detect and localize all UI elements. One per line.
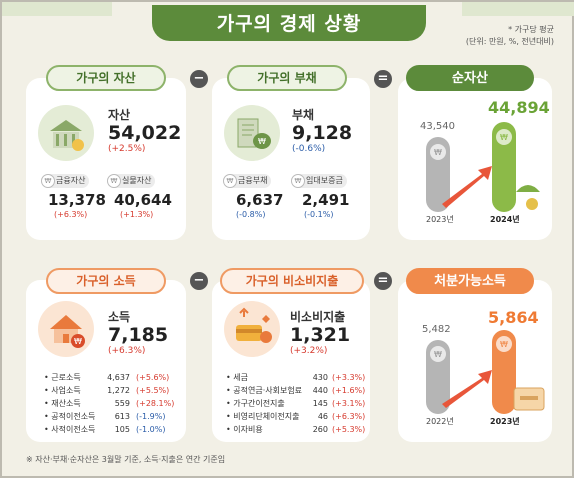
top-decoration-right xyxy=(462,2,574,16)
spending-value: 1,321 xyxy=(290,324,351,346)
growth-arrow xyxy=(442,370,492,408)
net-assets-card xyxy=(398,78,552,240)
deposit-debt-value: 2,491 xyxy=(302,191,350,209)
financial-debt-value: 6,637 xyxy=(236,191,284,209)
won-coin-icon xyxy=(496,129,512,145)
assets-label: 자산 xyxy=(108,108,131,122)
net-curr-year: 2024년 xyxy=(490,215,520,224)
net-curr-value: 44,894 xyxy=(488,98,550,117)
spending-heading: 가구의 비소비지출 xyxy=(220,268,364,294)
financial-debt-label: ₩ 금융부채 xyxy=(223,174,272,188)
net-prev-year: 2023년 xyxy=(426,215,454,224)
assets-heading: 가구의 자산 xyxy=(46,65,166,91)
real-assets-change: (+1.3%) xyxy=(120,210,154,219)
spending-icon xyxy=(224,301,280,357)
net-prev-value: 43,540 xyxy=(420,121,455,132)
svg-text:₩: ₩ xyxy=(258,137,266,146)
top-decoration-left xyxy=(2,2,112,16)
assets-value: 54,022 xyxy=(108,122,182,144)
disposable-income-card xyxy=(398,280,552,442)
won-coin-icon: ₩ xyxy=(291,174,305,188)
assets-change: (+2.5%) xyxy=(108,144,146,154)
deposit-debt-change: (-0.1%) xyxy=(304,210,334,219)
disposable-income-chart: ₩ ₩ xyxy=(426,330,545,414)
net-assets-chart: ₩ ₩ xyxy=(426,122,540,212)
coin-stack-icon xyxy=(526,198,538,210)
won-coin-icon: ₩ xyxy=(107,174,121,188)
financial-assets-label: ₩ 금융자산 xyxy=(41,174,90,188)
debt-heading: 가구의 부채 xyxy=(227,65,347,91)
disp-prev-year: 2022년 xyxy=(426,417,454,426)
debt-value: 9,128 xyxy=(292,122,353,144)
svg-text:₩: ₩ xyxy=(500,340,508,349)
svg-text:₩: ₩ xyxy=(500,133,508,142)
growth-arrow xyxy=(442,166,492,208)
minus-operator: − xyxy=(190,70,208,88)
financial-assets-change: (+6.3%) xyxy=(54,210,88,219)
won-coin-icon xyxy=(430,346,446,362)
income-heading: 가구의 소득 xyxy=(46,268,166,294)
equals-operator: = xyxy=(374,272,392,290)
equals-operator: = xyxy=(374,70,392,88)
page-title: 가구의 경제 상황 xyxy=(152,5,426,41)
net-assets-heading: 순자산 xyxy=(406,65,534,91)
disposable-income-heading: 처분가능소득 xyxy=(406,268,534,294)
income-label: 소득 xyxy=(108,310,131,324)
income-change: (+6.3%) xyxy=(108,346,146,356)
disp-prev-value: 5,482 xyxy=(422,324,451,335)
won-coin-icon: ₩ xyxy=(223,174,237,188)
financial-assets-value: 13,378 xyxy=(48,191,106,209)
umbrella-icon xyxy=(516,185,540,192)
deposit-debt-label: ₩ 임대보증금 xyxy=(291,174,347,188)
disp-curr-bar xyxy=(492,330,516,414)
won-coin-icon xyxy=(430,144,446,160)
spending-label: 비소비지출 xyxy=(290,310,346,324)
real-assets-value: 40,644 xyxy=(114,191,172,209)
debt-change: (-0.6%) xyxy=(292,144,326,154)
financial-debt-change: (-0.8%) xyxy=(236,210,266,219)
income-icon: ₩ xyxy=(38,301,94,357)
svg-text:₩: ₩ xyxy=(434,350,442,359)
disp-curr-year: 2023년 xyxy=(490,417,520,426)
debt-label: 부채 xyxy=(292,108,315,122)
svg-text:₩: ₩ xyxy=(434,148,442,157)
disp-curr-value: 5,864 xyxy=(488,308,539,327)
minus-operator: − xyxy=(190,272,208,290)
debt-card xyxy=(212,78,370,240)
unit-note: * 가구당 평균 (단위: 만원, %, 전년대비) xyxy=(465,25,554,46)
income-value: 7,185 xyxy=(108,324,169,346)
svg-text:₩: ₩ xyxy=(74,337,82,346)
footnote: ※ 자산·부채·순자산은 3월말 기준, 소득·지출은 연간 기준임 xyxy=(26,455,226,464)
real-assets-label: ₩ 실물자산 xyxy=(107,174,156,188)
assets-icon xyxy=(38,105,94,161)
won-coin-icon xyxy=(496,336,512,352)
net-curr-bar xyxy=(492,122,516,212)
assets-card xyxy=(26,78,186,240)
won-coin-icon: ₩ xyxy=(41,174,55,188)
spending-change: (+3.2%) xyxy=(290,346,328,356)
debt-icon: ₩ xyxy=(224,105,280,161)
